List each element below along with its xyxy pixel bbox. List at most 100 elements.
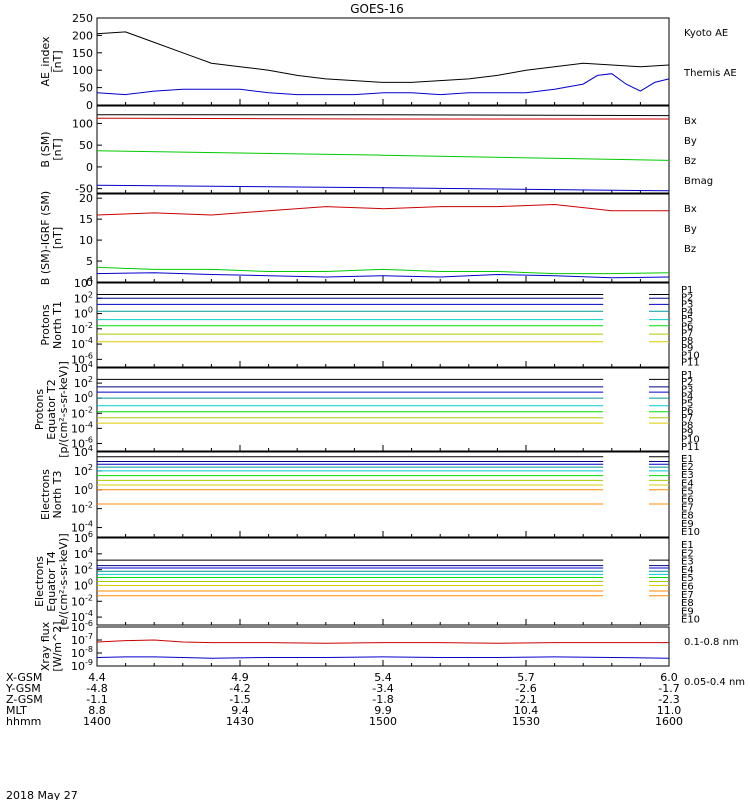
figure-title: GOES-16 [350, 2, 404, 16]
y-tick-label: 102 [74, 290, 93, 305]
legend-entry: P6 [681, 406, 693, 417]
orbit-value: -1.5 [229, 693, 250, 706]
legend-entry: E4 [681, 565, 694, 576]
legend-entry: P11 [681, 358, 700, 369]
orbit-row-label: MLT [6, 704, 27, 717]
legend-entry: P2 [681, 377, 693, 388]
y-tick-label: 102 [74, 375, 93, 390]
legend-entry: 0.05-0.4 nm [684, 677, 745, 688]
legend-entry: Bx [684, 116, 697, 127]
legend-entry: P11 [681, 442, 700, 453]
legend-entry: P5 [681, 399, 693, 410]
orbit-value: 4.9 [231, 671, 249, 684]
legend-entry: P8 [681, 420, 693, 431]
y-axis-label: North T1 [51, 301, 64, 349]
y-tick-label: 10-2 [71, 501, 93, 516]
legend-entry: E10 [681, 527, 700, 538]
y-axis-label: [nT] [51, 227, 64, 249]
y-tick-label: 50 [79, 82, 93, 95]
legend-entry: P10 [681, 435, 700, 446]
y-tick-label: 100 [74, 577, 93, 592]
legend-entry: Bx [684, 204, 697, 215]
y-axis-label: B (SM)-IGRF (SM) [39, 191, 52, 285]
orbit-value: 1430 [226, 715, 254, 728]
panel-bsm: -50 0 50 100 B (SM) [nT] Bx By Bz Bmag [39, 105, 713, 196]
y-tick-label: 10-2 [71, 405, 93, 420]
orbit-value: 9.9 [374, 704, 392, 717]
legend-entry: P4 [681, 392, 693, 403]
legend-entry: E6 [681, 582, 694, 593]
legend-entry: Bz [684, 156, 696, 167]
legend-entry: P6 [681, 321, 693, 332]
y-axis-label: [nT] [51, 50, 64, 72]
orbit-value: -4.2 [229, 682, 250, 695]
legend-entry: E8 [681, 598, 694, 609]
panel-frame [96, 282, 670, 368]
legend-entry: E10 [681, 615, 700, 626]
legend-entry: P1 [681, 285, 693, 296]
orbit-row-label: hhmm [6, 715, 41, 728]
y-axis-label: [p/(cm²-s-sr-keV)] [57, 361, 70, 458]
orbit-value: 5.7 [517, 671, 535, 684]
orbit-value: -1.7 [658, 682, 679, 695]
legend-entry: P4 [681, 307, 693, 318]
legend-entry: E1 [681, 540, 694, 551]
legend-entry: P2 [681, 292, 693, 303]
legend-entry: P5 [681, 314, 693, 325]
y-tick-label: 250 [72, 12, 93, 25]
y-tick-label: -50 [75, 183, 93, 196]
y-axis-label: Equator T4 [45, 551, 58, 611]
legend-entry: Bz [684, 244, 696, 255]
y-tick-label: 10-4 [71, 420, 93, 435]
y-tick-label: 10 [79, 234, 93, 247]
y-tick-label: 10-2 [71, 593, 93, 608]
legend-entry: E5 [681, 573, 694, 584]
y-tick-label: 150 [72, 47, 93, 60]
series-line-0 [96, 184, 670, 192]
legend-entry: Themis AE [683, 68, 737, 79]
legend-entry: E7 [681, 503, 694, 514]
legend-entry: E5 [681, 486, 694, 497]
orbit-value: 1400 [83, 715, 111, 728]
orbit-value: 1500 [369, 715, 397, 728]
y-tick-label: 100 [74, 390, 93, 405]
orbit-value: -4.8 [86, 682, 107, 695]
orbit-value: -1.8 [372, 693, 393, 706]
series-line-0 [96, 272, 670, 279]
series-line-1 [96, 31, 670, 83]
y-axis-label: Electrons [39, 469, 52, 520]
orbit-value: 6.0 [660, 671, 678, 684]
legend-entry: By [684, 224, 697, 235]
orbit-value: 5.4 [374, 671, 392, 684]
y-axis-label: Xray flux [39, 621, 52, 671]
y-axis-label: Protons [33, 389, 46, 430]
series-line-0 [96, 639, 669, 644]
orbit-row-label: X-GSM [6, 671, 42, 684]
y-tick-label: 5 [86, 255, 93, 268]
legend-entry: E8 [681, 511, 694, 522]
y-axis-label: Electrons [33, 556, 46, 607]
y-axis-label: Protons [39, 304, 52, 345]
legend-entry: P3 [681, 384, 693, 395]
y-tick-label: 100 [72, 64, 93, 77]
legend-entry: E4 [681, 478, 694, 489]
orbit-value: 1530 [512, 715, 540, 728]
legend-entry: E9 [681, 519, 694, 530]
y-tick-label: 10-4 [71, 336, 93, 351]
series-line-1 [96, 266, 670, 275]
legend-entry: E1 [681, 454, 694, 465]
legend-entry: P9 [681, 427, 693, 438]
orbit-row-label: Z-GSM [6, 693, 43, 706]
y-axis-label: North T3 [51, 471, 64, 519]
y-axis-label: B (SM) [39, 131, 52, 167]
y-tick-label: 100 [72, 117, 93, 130]
series-line-1 [96, 656, 670, 659]
legend-entry: E7 [681, 590, 694, 601]
orbit-value: -2.3 [658, 693, 679, 706]
orbit-value: 4.4 [88, 671, 106, 684]
